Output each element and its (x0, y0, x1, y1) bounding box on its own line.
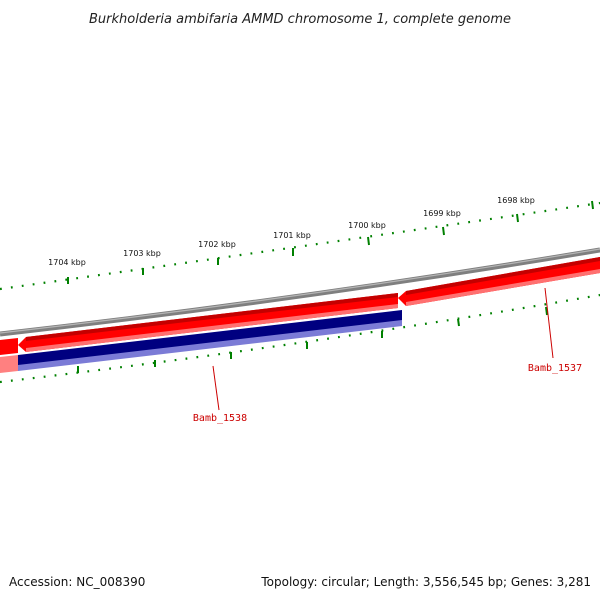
gene-labels: Bamb_1538 Bamb_1537 (193, 287, 582, 424)
major-tick (591, 200, 594, 210)
backbone (0, 247, 600, 337)
inner-tick-ring (0, 293, 600, 384)
leader-line-bamb-1537 (544, 287, 554, 359)
gene-red-middle-shade-bottom (26, 304, 398, 352)
gene-red-left[interactable] (0, 338, 18, 355)
inner-major-ticks (77, 306, 548, 373)
backbone-highlight (0, 248, 600, 334)
gene-bamb-1537-shade-top (406, 257, 600, 295)
kbp-label: 1702 kbp (198, 240, 236, 249)
gene-pink-left[interactable] (0, 355, 18, 373)
kbp-label: 1699 kbp (423, 209, 461, 218)
gene-label-bamb-1537[interactable]: Bamb_1537 (528, 363, 582, 374)
gene-red-middle-shade-top (26, 293, 398, 341)
kbp-label: 1704 kbp (48, 258, 86, 267)
kbp-labels: 1704 kbp 1703 kbp 1702 kbp 1701 kbp 1700… (48, 196, 535, 267)
kbp-label: 1703 kbp (123, 249, 161, 258)
gene-bamb-1538[interactable] (18, 310, 402, 368)
gene-bamb-1537-shade-bottom (406, 269, 600, 306)
navy-gene-band (0, 310, 402, 373)
genome-summary-text: Topology: circular; Length: 3,556,545 bp… (260, 575, 591, 589)
major-tick (442, 226, 445, 236)
major-tick (545, 306, 548, 316)
accession-text: Accession: NC_008390 (9, 575, 145, 589)
kbp-label: 1700 kbp (348, 221, 386, 230)
backbone-arc (0, 247, 600, 337)
outer-tick-ring: 1704 kbp 1703 kbp 1702 kbp 1701 kbp 1700… (0, 196, 600, 291)
kbp-label: 1698 kbp (497, 196, 535, 205)
map-title: Burkholderia ambifaria AMMD chromosome 1… (89, 12, 511, 27)
major-tick (457, 318, 460, 327)
outer-major-ticks (67, 200, 594, 284)
gene-bamb-1538-shade-bottom (18, 320, 402, 371)
red-gene-band (0, 257, 600, 355)
major-tick (367, 236, 370, 246)
major-tick (516, 213, 519, 223)
leader-line-bamb-1538 (212, 365, 220, 411)
gene-label-bamb-1538[interactable]: Bamb_1538 (193, 413, 247, 424)
kbp-label: 1701 kbp (273, 231, 311, 240)
